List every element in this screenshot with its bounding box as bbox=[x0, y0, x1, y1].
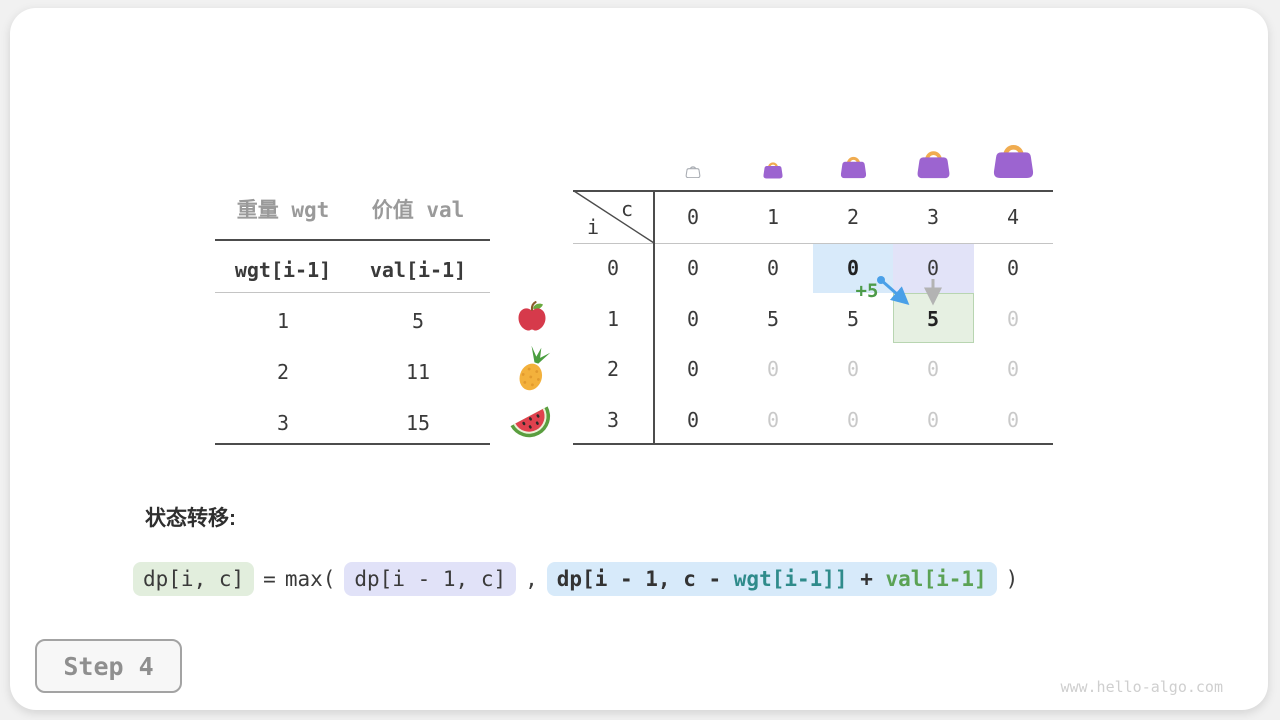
watermelon-icon bbox=[510, 406, 551, 438]
formula-option-take: dp[i - 1, c - wgt[i-1]] + val[i-1] bbox=[546, 562, 997, 596]
formula-take-wgt: wgt[i-1]] bbox=[733, 567, 848, 591]
item-value-cell: 5 bbox=[411, 309, 425, 333]
item-value-cell: 11 bbox=[405, 360, 431, 384]
formula-take-val: val[i-1] bbox=[885, 567, 987, 591]
dp-cell: 0 bbox=[1006, 256, 1020, 281]
dp-col-header: 4 bbox=[1006, 204, 1020, 229]
dp-cell-pending: 0 bbox=[846, 357, 860, 382]
dp-row-header: 0 bbox=[606, 256, 620, 281]
formula-equals: = bbox=[263, 567, 276, 591]
formula-max-open: max( bbox=[284, 567, 336, 591]
dp-cell-pending: 0 bbox=[926, 357, 940, 382]
dp-line-bottom bbox=[573, 443, 1053, 445]
items-line-middle bbox=[215, 292, 490, 293]
dp-cell-pending: 0 bbox=[1006, 306, 1020, 331]
formula-take-prefix: dp[i - 1, c - bbox=[556, 567, 734, 591]
watermark: www.hello-algo.com bbox=[1060, 678, 1223, 696]
dp-cell-source-blue: 0 bbox=[846, 256, 860, 281]
bag-capacity-3-icon bbox=[917, 151, 950, 179]
dp-cell: 0 bbox=[686, 357, 700, 382]
dp-col-header: 1 bbox=[766, 204, 780, 229]
formula-option-skip: dp[i - 1, c] bbox=[344, 562, 517, 596]
dp-corner-diagonal bbox=[573, 190, 655, 244]
dp-col-header: 2 bbox=[846, 204, 860, 229]
dp-cell-pending: 0 bbox=[766, 357, 780, 382]
transition-formula: dp[i, c] = max( dp[i - 1, c] , dp[i - 1,… bbox=[133, 562, 1018, 596]
pineapple-icon bbox=[519, 346, 551, 391]
dp-corner-col-var: c bbox=[621, 197, 634, 221]
items-val-index-label: val[i-1] bbox=[369, 258, 467, 282]
items-table: 重量 wgt 价值 val wgt[i-1] val[i-1] 1 5 2 11… bbox=[215, 185, 490, 447]
dp-cell: 0 bbox=[686, 256, 700, 281]
dp-cell-pending: 0 bbox=[846, 407, 860, 432]
dp-cell-pending: 0 bbox=[1006, 357, 1020, 382]
transition-label: 状态转移: bbox=[145, 507, 236, 530]
dp-row-header: 3 bbox=[606, 407, 620, 432]
highlight-source-blue bbox=[813, 244, 893, 293]
apple-icon bbox=[518, 301, 546, 331]
dp-row-header: 2 bbox=[606, 357, 620, 382]
dp-cell-source-lavender: 0 bbox=[926, 256, 940, 281]
formula-lhs: dp[i, c] bbox=[133, 562, 255, 596]
item-weight-cell: 3 bbox=[276, 411, 290, 435]
items-wgt-index-label: wgt[i-1] bbox=[234, 258, 332, 282]
step-badge: Step 4 bbox=[35, 639, 182, 693]
dp-corner-row-var: i bbox=[587, 215, 600, 239]
dp-line-top bbox=[573, 190, 1053, 192]
dp-cell: 0 bbox=[686, 407, 700, 432]
item-value-cell: 15 bbox=[405, 411, 431, 435]
dp-line-vertical bbox=[653, 190, 655, 445]
formula-comma: , bbox=[525, 567, 538, 591]
dp-table: 0 1 2 3 4 0 1 2 3 0 0 0 0 0 0 5 5 5 0 0 … bbox=[573, 190, 1053, 445]
dp-cell-pending: 0 bbox=[926, 407, 940, 432]
items-line-top bbox=[215, 239, 490, 241]
dp-cell-pending: 0 bbox=[766, 407, 780, 432]
dp-col-header: 0 bbox=[686, 204, 700, 229]
items-line-bottom bbox=[215, 443, 490, 445]
dp-cell-pending: 0 bbox=[1006, 407, 1020, 432]
bag-capacity-4-icon bbox=[993, 145, 1034, 178]
bag-capacity-1-icon bbox=[763, 162, 783, 179]
formula-take-plus: + bbox=[847, 567, 886, 591]
items-header-weight: 重量 wgt bbox=[236, 198, 330, 222]
formula-close-paren: ) bbox=[1005, 567, 1019, 591]
transition-arrows bbox=[877, 276, 942, 306]
add-value-annotation: +5 bbox=[855, 280, 879, 302]
dp-cell-target: 5 bbox=[926, 306, 940, 331]
items-header-value: 价值 val bbox=[371, 198, 465, 222]
bag-empty-icon bbox=[685, 166, 701, 178]
dp-col-header: 3 bbox=[926, 204, 940, 229]
item-weight-cell: 2 bbox=[276, 360, 290, 384]
dp-grid: 0 1 2 3 4 0 1 2 3 0 0 0 0 0 0 5 5 5 0 0 … bbox=[573, 190, 1053, 445]
dp-cell: 0 bbox=[686, 306, 700, 331]
item-weight-cell: 1 bbox=[276, 309, 290, 333]
blue-arrow-icon bbox=[877, 276, 910, 305]
dp-cell: 5 bbox=[846, 306, 860, 331]
dp-cell: 0 bbox=[766, 256, 780, 281]
dp-line-header bbox=[573, 243, 1053, 244]
dp-cell: 5 bbox=[766, 306, 780, 331]
bag-capacity-2-icon bbox=[840, 156, 867, 179]
dp-row-header: 1 bbox=[606, 306, 620, 331]
